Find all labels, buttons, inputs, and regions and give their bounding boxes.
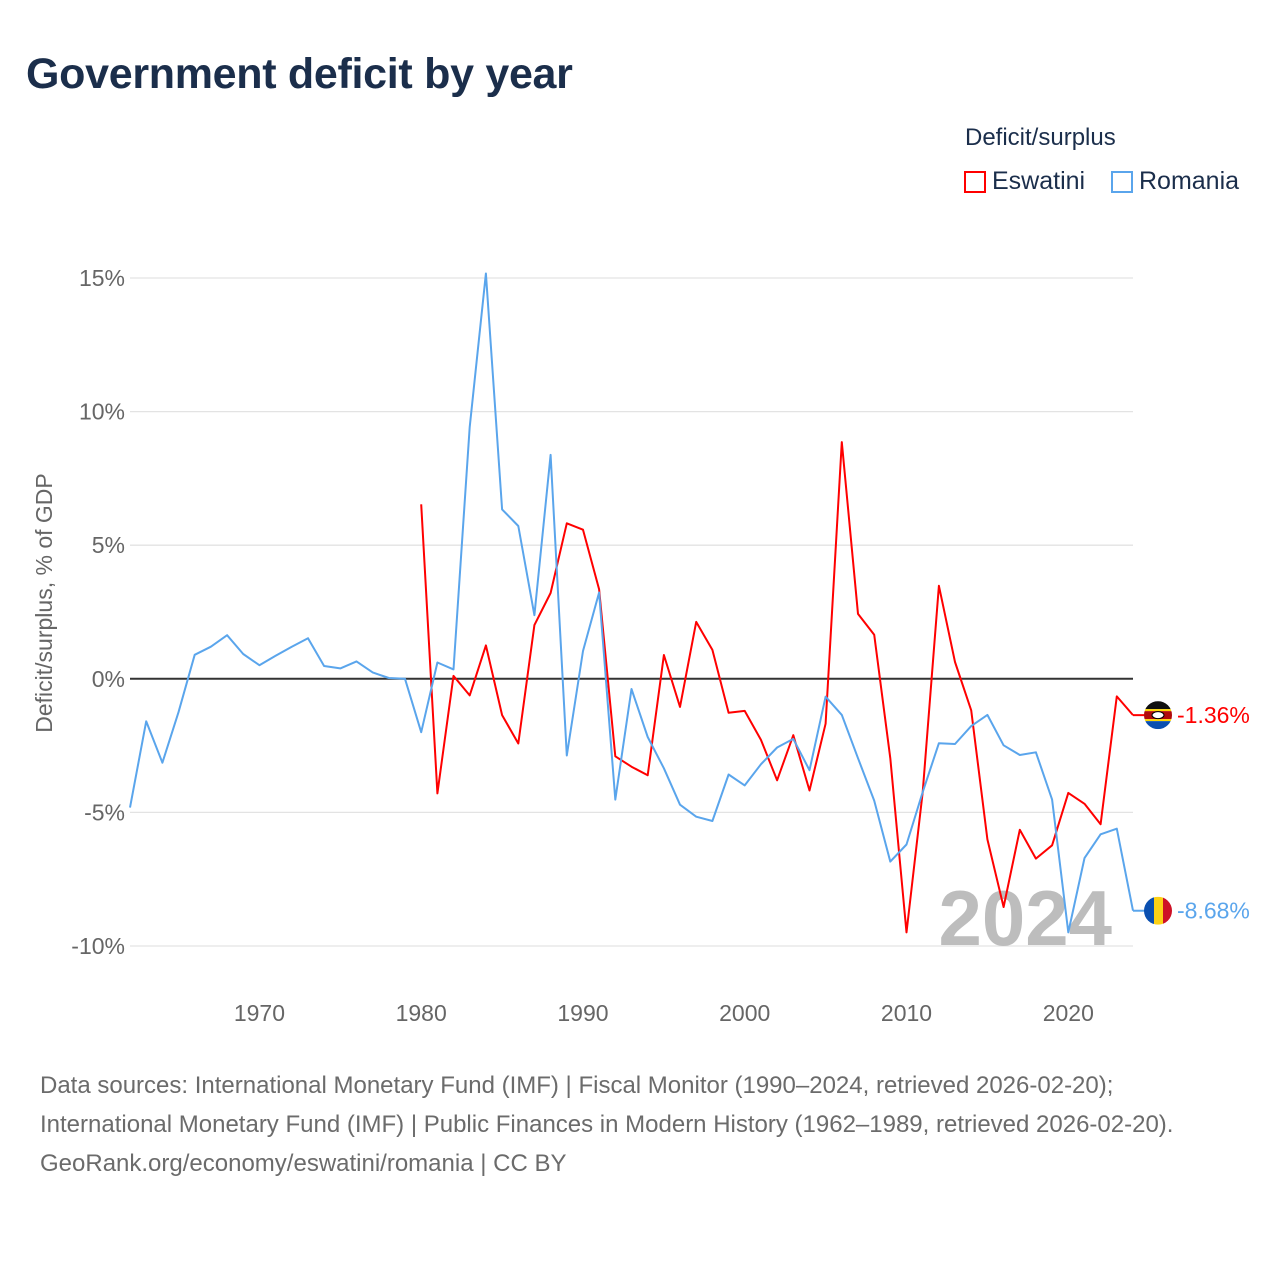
flag-body xyxy=(1144,896,1172,925)
flag-stripe xyxy=(1144,896,1154,925)
y-tick-label: 5% xyxy=(92,532,125,558)
flag-stripe xyxy=(1144,719,1172,722)
flag-body xyxy=(1144,701,1172,730)
x-tick-label: 1970 xyxy=(234,1000,285,1026)
y-tick-label: -10% xyxy=(71,933,125,959)
romania-flag-icon xyxy=(1144,896,1172,925)
flag-shield xyxy=(1151,711,1165,720)
flag-stripe xyxy=(1144,721,1172,730)
flag-stripe xyxy=(1144,709,1172,712)
flag-stripe xyxy=(1163,896,1172,925)
x-tick-label: 2000 xyxy=(719,1000,770,1026)
legend-label: Romania xyxy=(1139,167,1240,195)
eswatini-flag-icon xyxy=(1144,701,1172,730)
legend-swatch-romania xyxy=(1111,170,1133,193)
legend-item-eswatini[interactable]: Eswatini xyxy=(964,167,1085,196)
y-tick-label: 15% xyxy=(79,265,125,291)
y-tick-label: 0% xyxy=(92,666,125,692)
y-tick-label: -5% xyxy=(84,799,125,825)
x-tick-label: 1980 xyxy=(396,1000,447,1026)
legend-label: Eswatini xyxy=(992,167,1086,195)
x-tick-label: 2010 xyxy=(881,1000,932,1026)
year-watermark: 2024 xyxy=(938,874,1112,962)
series-line-romania xyxy=(129,272,1134,934)
flag-stripe xyxy=(1154,896,1163,925)
y-axis-title: Deficit/surplus, % of GDP xyxy=(31,473,57,732)
x-tick-label: 2020 xyxy=(1043,1000,1094,1026)
chart-title: Government deficit by year xyxy=(26,50,573,98)
x-tick-label: 1990 xyxy=(557,1000,608,1026)
data-sources: Data sources: International Monetary Fun… xyxy=(40,1072,1174,1138)
flag-stripe xyxy=(1144,701,1172,710)
legend-swatch-eswatini xyxy=(964,170,986,193)
end-value-label: -1.36% xyxy=(1177,702,1250,728)
legend-title: Deficit/surplus xyxy=(965,124,1116,151)
end-value-label: -8.68% xyxy=(1177,898,1250,924)
series-line-eswatini xyxy=(420,441,1134,934)
y-tick-label: 10% xyxy=(79,399,125,425)
credit-link[interactable]: GeoRank.org/economy/eswatini/romania | C… xyxy=(40,1150,567,1177)
line-chart: 15% 10% 5% 0% -5% -10% 1970 1980 1990 2000 2010 202… xyxy=(31,265,1250,1026)
footer: Data sources: International Monetary Fun… xyxy=(40,1066,1250,1183)
legend-item-romania[interactable]: Romania xyxy=(1111,167,1239,196)
